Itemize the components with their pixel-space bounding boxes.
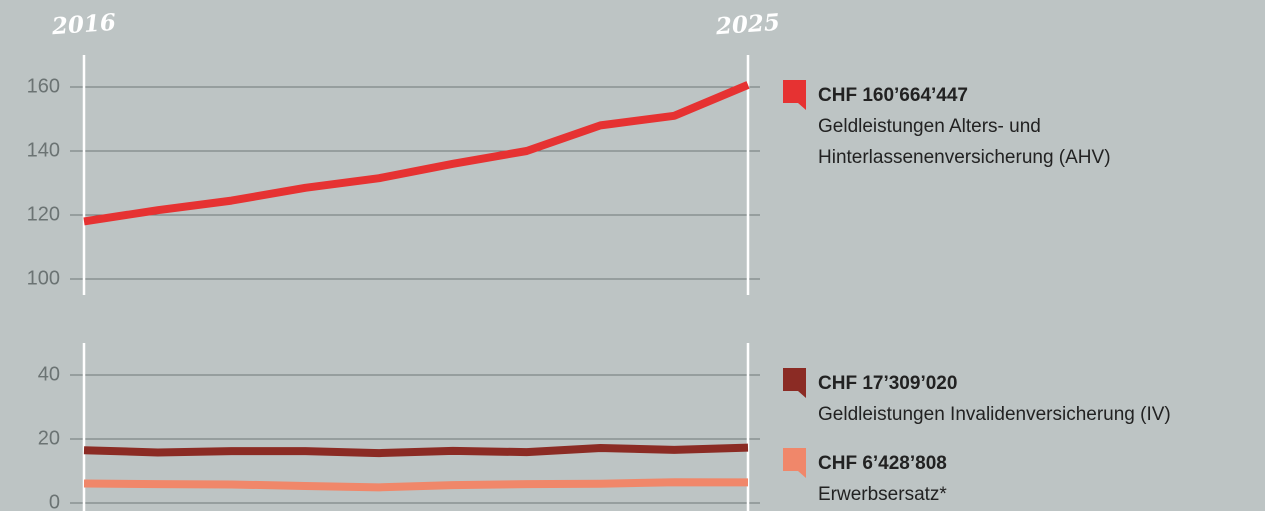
year-label: 2025 bbox=[714, 9, 781, 40]
y-tick-label: 100 bbox=[27, 267, 60, 289]
legend-item: CHF 160’664’447 Geldleistungen Alters- un… bbox=[818, 80, 1263, 173]
series-line bbox=[83, 478, 749, 492]
legend-value: CHF 160’664’447 bbox=[818, 85, 968, 106]
legend-item: CHF 6’428’808 Erwerbsersatz* bbox=[818, 448, 1263, 510]
y-tick-label: 40 bbox=[38, 363, 60, 385]
legend-marker bbox=[783, 368, 806, 398]
y-tick-label: 160 bbox=[27, 75, 60, 97]
legend-value: CHF 17’309’020 bbox=[818, 373, 958, 394]
legend-marker bbox=[783, 80, 806, 110]
series-line bbox=[83, 81, 750, 226]
legend-name: Erwerbsersatz* bbox=[818, 484, 947, 505]
legend-item: CHF 17’309’020 Geldleistungen Invalidenve… bbox=[818, 368, 1263, 430]
legend-name: Geldleistungen Alters- und Hinterlassene… bbox=[818, 116, 1111, 168]
y-tick-label: 140 bbox=[27, 139, 60, 161]
legend-name: Geldleistungen Invalidenversicherung (IV… bbox=[818, 404, 1171, 425]
y-tick-label: 120 bbox=[27, 203, 60, 225]
legend-value: CHF 6’428’808 bbox=[818, 453, 947, 474]
y-tick-label: 20 bbox=[38, 427, 60, 449]
series-line bbox=[83, 443, 749, 458]
legend-marker bbox=[783, 448, 806, 478]
year-label: 2016 bbox=[50, 9, 117, 40]
y-tick-label: 0 bbox=[49, 491, 60, 511]
